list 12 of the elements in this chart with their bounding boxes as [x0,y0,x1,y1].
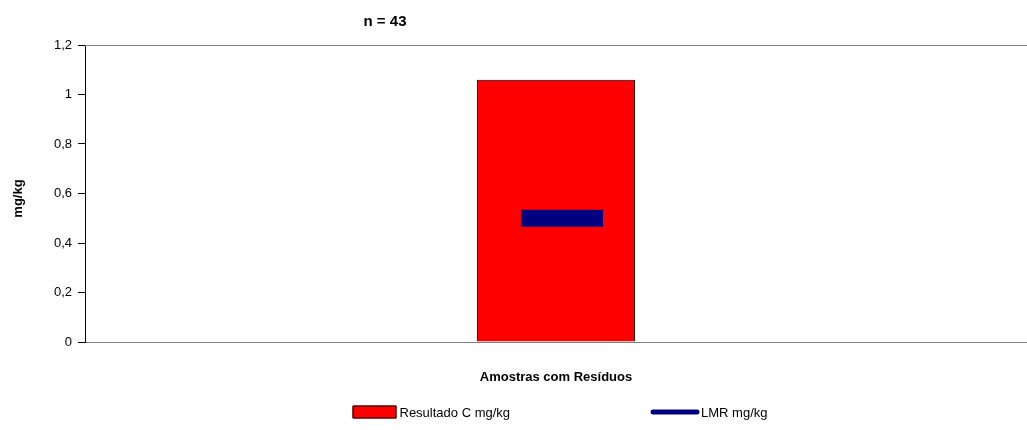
y-tick-label: 0,4 [53,234,72,250]
legend-label: LMR mg/kg [701,404,768,420]
y-tick-label: 0 [64,333,72,349]
y-tick-label: 0,8 [53,135,72,151]
legend-label: Resultado C mg/kg [399,404,511,420]
y-tick-label: 0,2 [53,284,72,300]
y-tick-label: 1 [64,86,72,102]
x-axis-title: Amostras com Resíduos [479,368,633,384]
y-tick-label: 1,2 [53,36,72,52]
chart-title: n = 43 [363,12,407,30]
y-axis-title: mg/kg [9,179,25,218]
y-tick-label: 0,6 [53,185,72,201]
